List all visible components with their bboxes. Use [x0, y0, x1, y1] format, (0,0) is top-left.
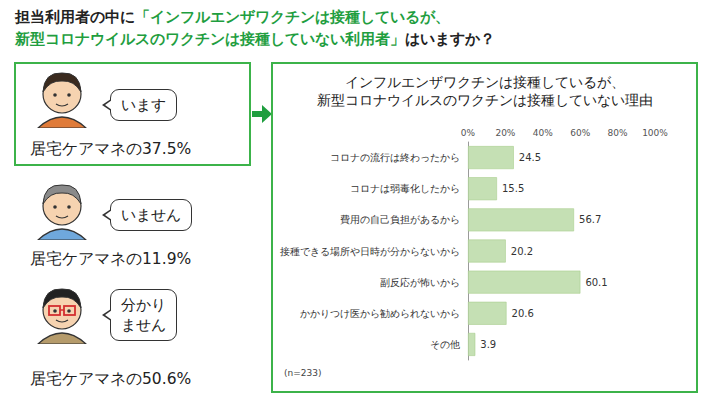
svg-text:40%: 40% [533, 128, 553, 138]
svg-text:かかりつけ医から勧められないから: かかりつけ医から勧められないから [300, 308, 460, 319]
svg-text:新型コロナウイルスのワクチンは接種していない理由: 新型コロナウイルスのワクチンは接種していない理由 [317, 92, 653, 108]
svg-text:その他: その他 [430, 339, 460, 350]
svg-text:15.5: 15.5 [502, 183, 524, 194]
svg-text:20.2: 20.2 [511, 246, 533, 257]
html-text:います: います [121, 96, 166, 114]
html-text:居宅ケアマネの11.9%: 居宅ケアマネの11.9% [30, 250, 192, 268]
html-text:ません: ません [121, 316, 166, 334]
svg-text:インフルエンザワクチンは接種しているが、: インフルエンザワクチンは接種しているが、 [345, 74, 625, 90]
svg-text:費用の自己負担があるから: 費用の自己負担があるから [340, 214, 460, 225]
svg-text:0%: 0% [461, 128, 476, 138]
svg-text:3.9: 3.9 [480, 339, 496, 350]
html-text:居宅ケアマネの37.5%: 居宅ケアマネの37.5% [30, 140, 192, 158]
html-text:新型コロナウイルスのワクチンは接種していない利用者」はいます: 新型コロナウイルスのワクチンは接種していない利用者」はいますか？ [15, 31, 495, 47]
svg-text:接種できる場所や日時が分からないから: 接種できる場所や日時が分からないから [280, 246, 460, 257]
svg-text:80%: 80% [608, 128, 628, 138]
svg-text:20.6: 20.6 [512, 308, 534, 319]
html-text:分かり: 分かり [121, 296, 166, 314]
svg-text:コロナの流行は終わったから: コロナの流行は終わったから [330, 152, 460, 163]
svg-text:60%: 60% [570, 128, 590, 138]
html-text:いません: いません [121, 206, 181, 224]
svg-text:24.5: 24.5 [519, 152, 541, 163]
html-text:担当利用者の中に「インフルエンザワクチンは接種しているが、: 担当利用者の中に「インフルエンザワクチンは接種しているが、 [15, 9, 450, 25]
svg-text:コロナは弱毒化したから: コロナは弱毒化したから [350, 183, 460, 194]
svg-text:100%: 100% [642, 128, 668, 138]
svg-text:56.7: 56.7 [579, 214, 601, 225]
svg-text:20%: 20% [495, 128, 515, 138]
html-text:(n=233): (n=233) [284, 368, 322, 378]
html-text:居宅ケアマネの50.6%: 居宅ケアマネの50.6% [30, 370, 192, 388]
svg-text:60.1: 60.1 [585, 277, 607, 288]
svg-text:副反応が怖いから: 副反応が怖いから [380, 277, 460, 288]
